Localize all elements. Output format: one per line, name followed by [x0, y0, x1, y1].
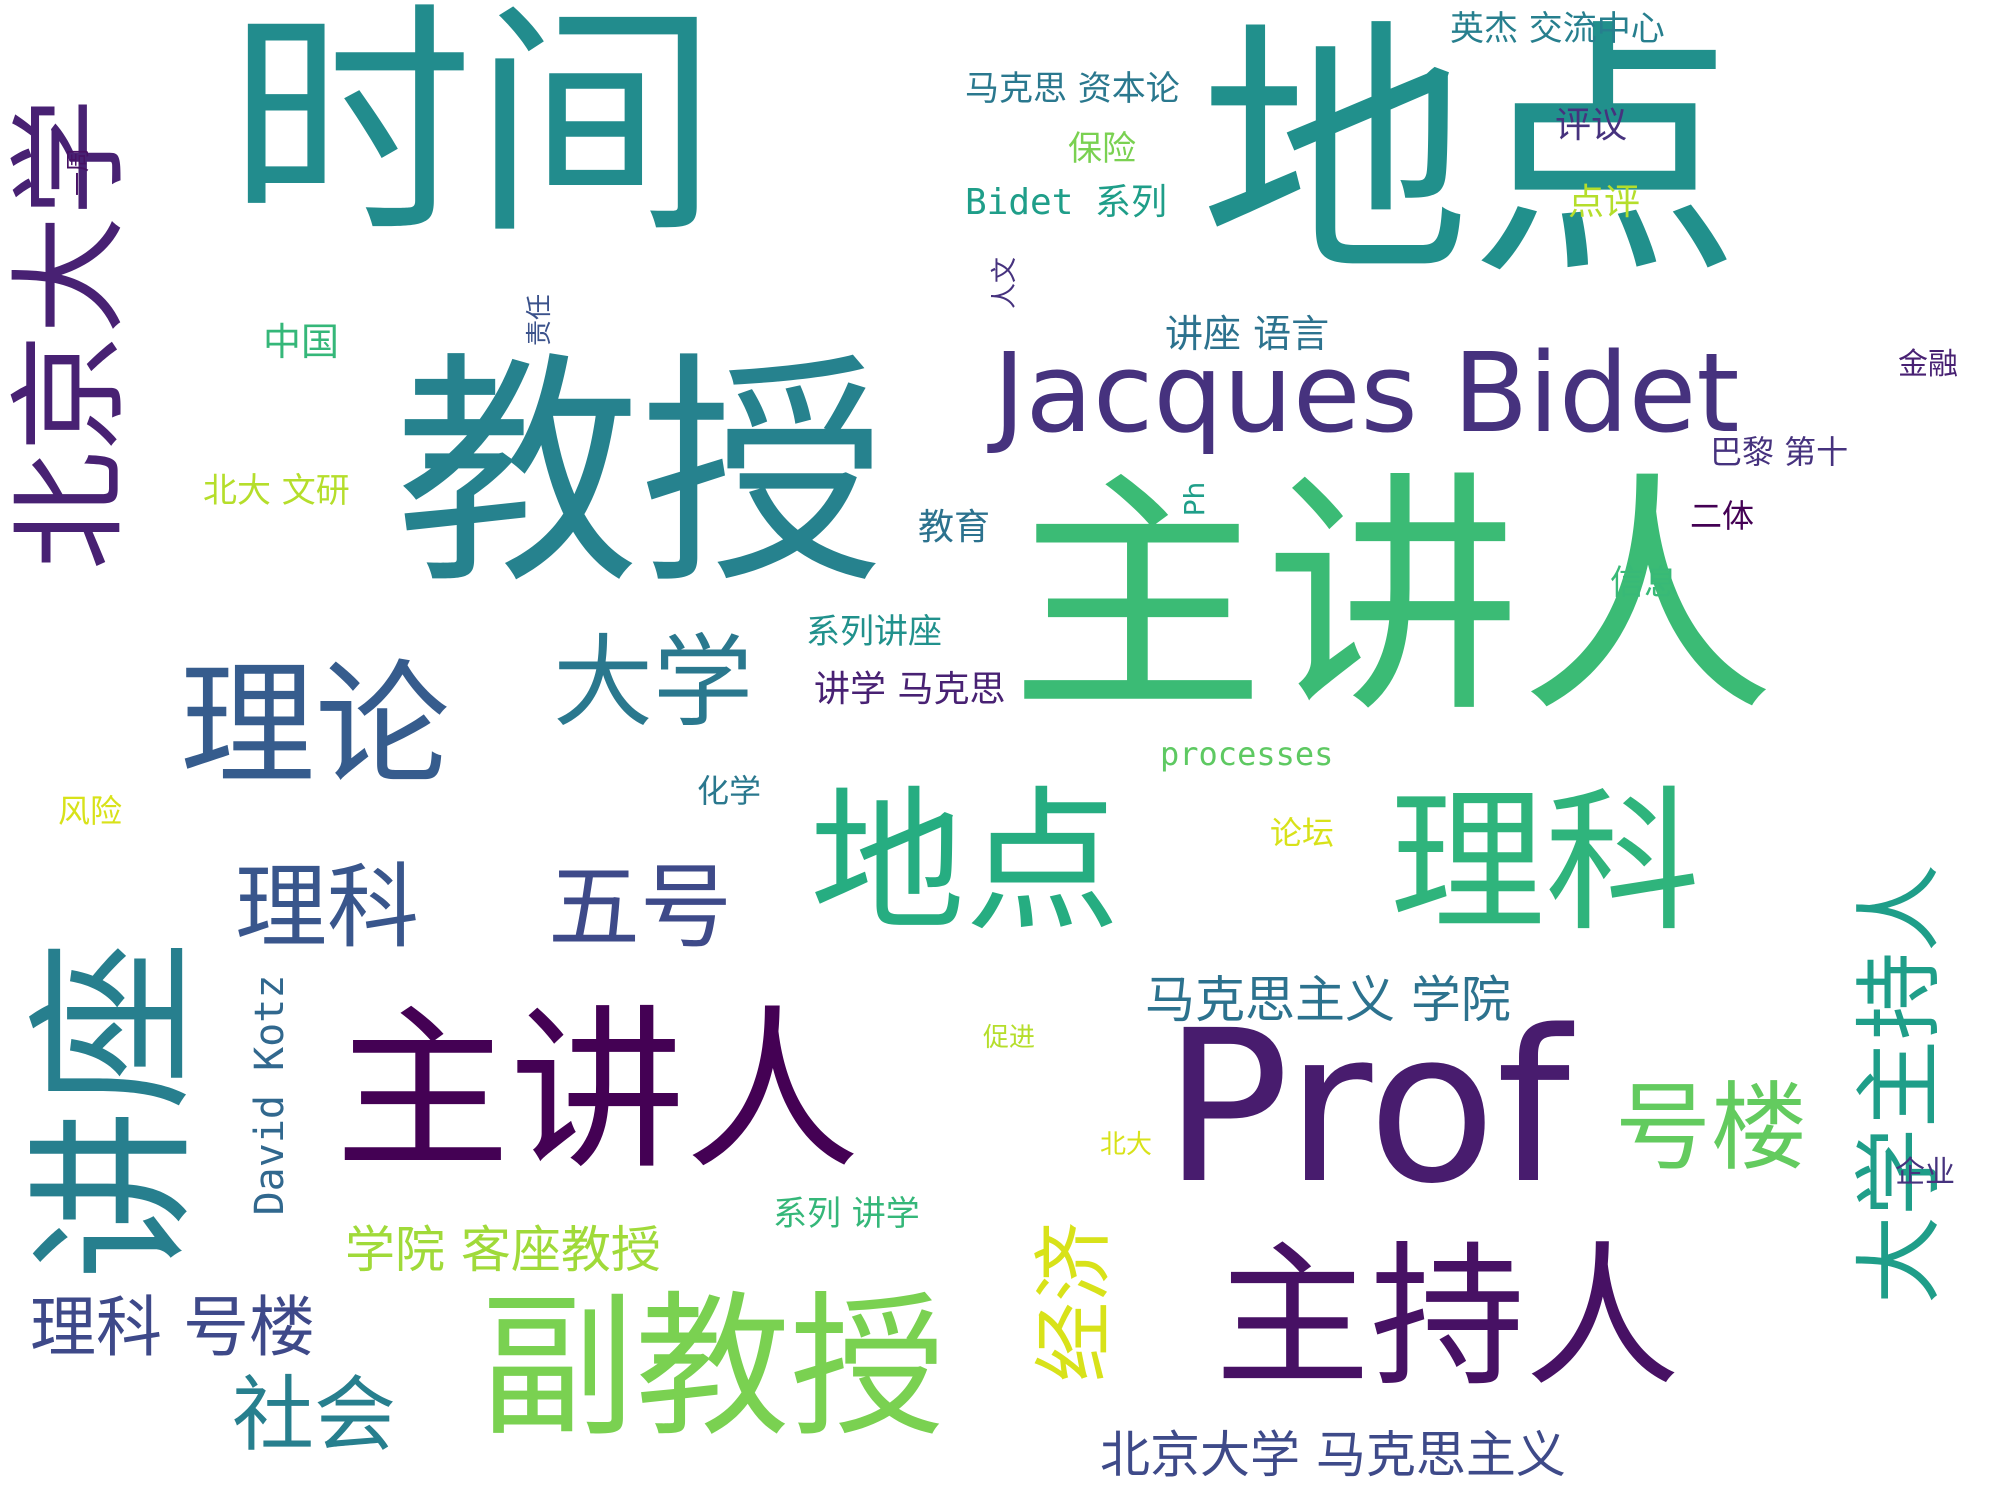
word-like-haolou: 理科 号楼 — [30, 1289, 315, 1366]
word-prof: Prof — [1163, 985, 1571, 1230]
word-xueyuan-kezuojiaoshou: 学院 客座教授 — [345, 1221, 661, 1279]
word-xilie-jiangxue: 系列 讲学 — [773, 1194, 920, 1234]
word-qiye: 企业 — [1895, 1155, 1955, 1190]
word-xiliejiangzuo: 系列讲座 — [806, 612, 942, 652]
word-jingji-vertical: 经济 — [1028, 1222, 1121, 1382]
word-beida-wenyan: 北大 文研 — [203, 471, 350, 511]
word-like-mid: 理科 — [1390, 772, 1700, 953]
word-jiangxue-makesi: 讲学 马克思 — [814, 669, 1006, 710]
word-cujin: 促进 — [983, 1023, 1036, 1053]
word-ph-vertical: Ph — [1178, 481, 1211, 517]
word-jinrong: 金融 — [1898, 347, 1958, 382]
word-beida: 北大 — [1100, 1130, 1153, 1160]
word-luntan: 论坛 — [1270, 814, 1335, 852]
word-xinxi: 信息 — [1610, 563, 1678, 603]
word-fengxian: 风险 — [58, 792, 123, 830]
word-makesizhuyi-xueyuan: 马克思主义 学院 — [1145, 971, 1511, 1029]
word-bali-dishi: 巴黎 第十 — [1710, 433, 1849, 471]
word-processes: processes — [1160, 735, 1334, 773]
word-beijingdaxue-makesizhuyi: 北京大学 马克思主义 — [1100, 1426, 1566, 1484]
word-dianping: 点评 — [1568, 182, 1641, 223]
word-jacques-bidet: Jacques Bidet — [993, 329, 1740, 457]
word-fujiaoshou: 副教授 — [480, 1277, 945, 1458]
word-jiaoshou: 教授 — [395, 332, 885, 617]
word-jiangzuo-yuyan: 讲座 语言 — [1165, 312, 1330, 356]
word-makesi-zibenlun: 马克思 资本论 — [965, 69, 1180, 109]
word-bidet-xilie: Bidet 系列 — [965, 182, 1168, 223]
word-erti: 二体 — [1690, 497, 1755, 535]
word-jiaoyu: 教育 — [918, 507, 991, 548]
word-like-left: 理科 — [235, 854, 420, 961]
word-didian-large: 地点 — [1200, 0, 1740, 312]
word-huaxue: 化学 — [697, 772, 762, 810]
word-shehui: 社会 — [232, 1368, 397, 1463]
word-daxuezhuchiren-vertical: 大学主持人 — [1848, 864, 1951, 1305]
word-didian-mid: 地点 — [810, 772, 1120, 953]
word-shijian: 时间 — [228, 0, 718, 267]
word-wuhao: 五号 — [548, 854, 733, 961]
word-lilun: 理论 — [180, 647, 450, 804]
word-renwen-vertical: 人文 — [990, 257, 1020, 310]
word-david-kotz-vertical: David Kotz — [247, 974, 293, 1216]
word-yizhou-vertical: 一周 — [64, 148, 92, 196]
word-haolou: 号楼 — [1615, 1072, 1807, 1184]
word-zeren-vertical: 责任 — [525, 294, 555, 347]
word-pingyi: 评议 — [1555, 105, 1628, 146]
word-zhuchiren: 主持人 — [1215, 1227, 1680, 1408]
word-zhujiangren-mid: 主讲人 — [335, 991, 860, 1194]
word-baoxian: 保险 — [1068, 129, 1136, 169]
word-yingjie-jiaoliuzhongxin: 英杰 交流中心 — [1450, 9, 1665, 49]
word-zhongguo: 中国 — [263, 320, 340, 364]
word-zhujiangren-large: 主讲人 — [1010, 451, 1776, 748]
word-daxue: 大学 — [553, 624, 753, 741]
word-jiangzuo-vertical: 讲座 — [16, 940, 214, 1281]
